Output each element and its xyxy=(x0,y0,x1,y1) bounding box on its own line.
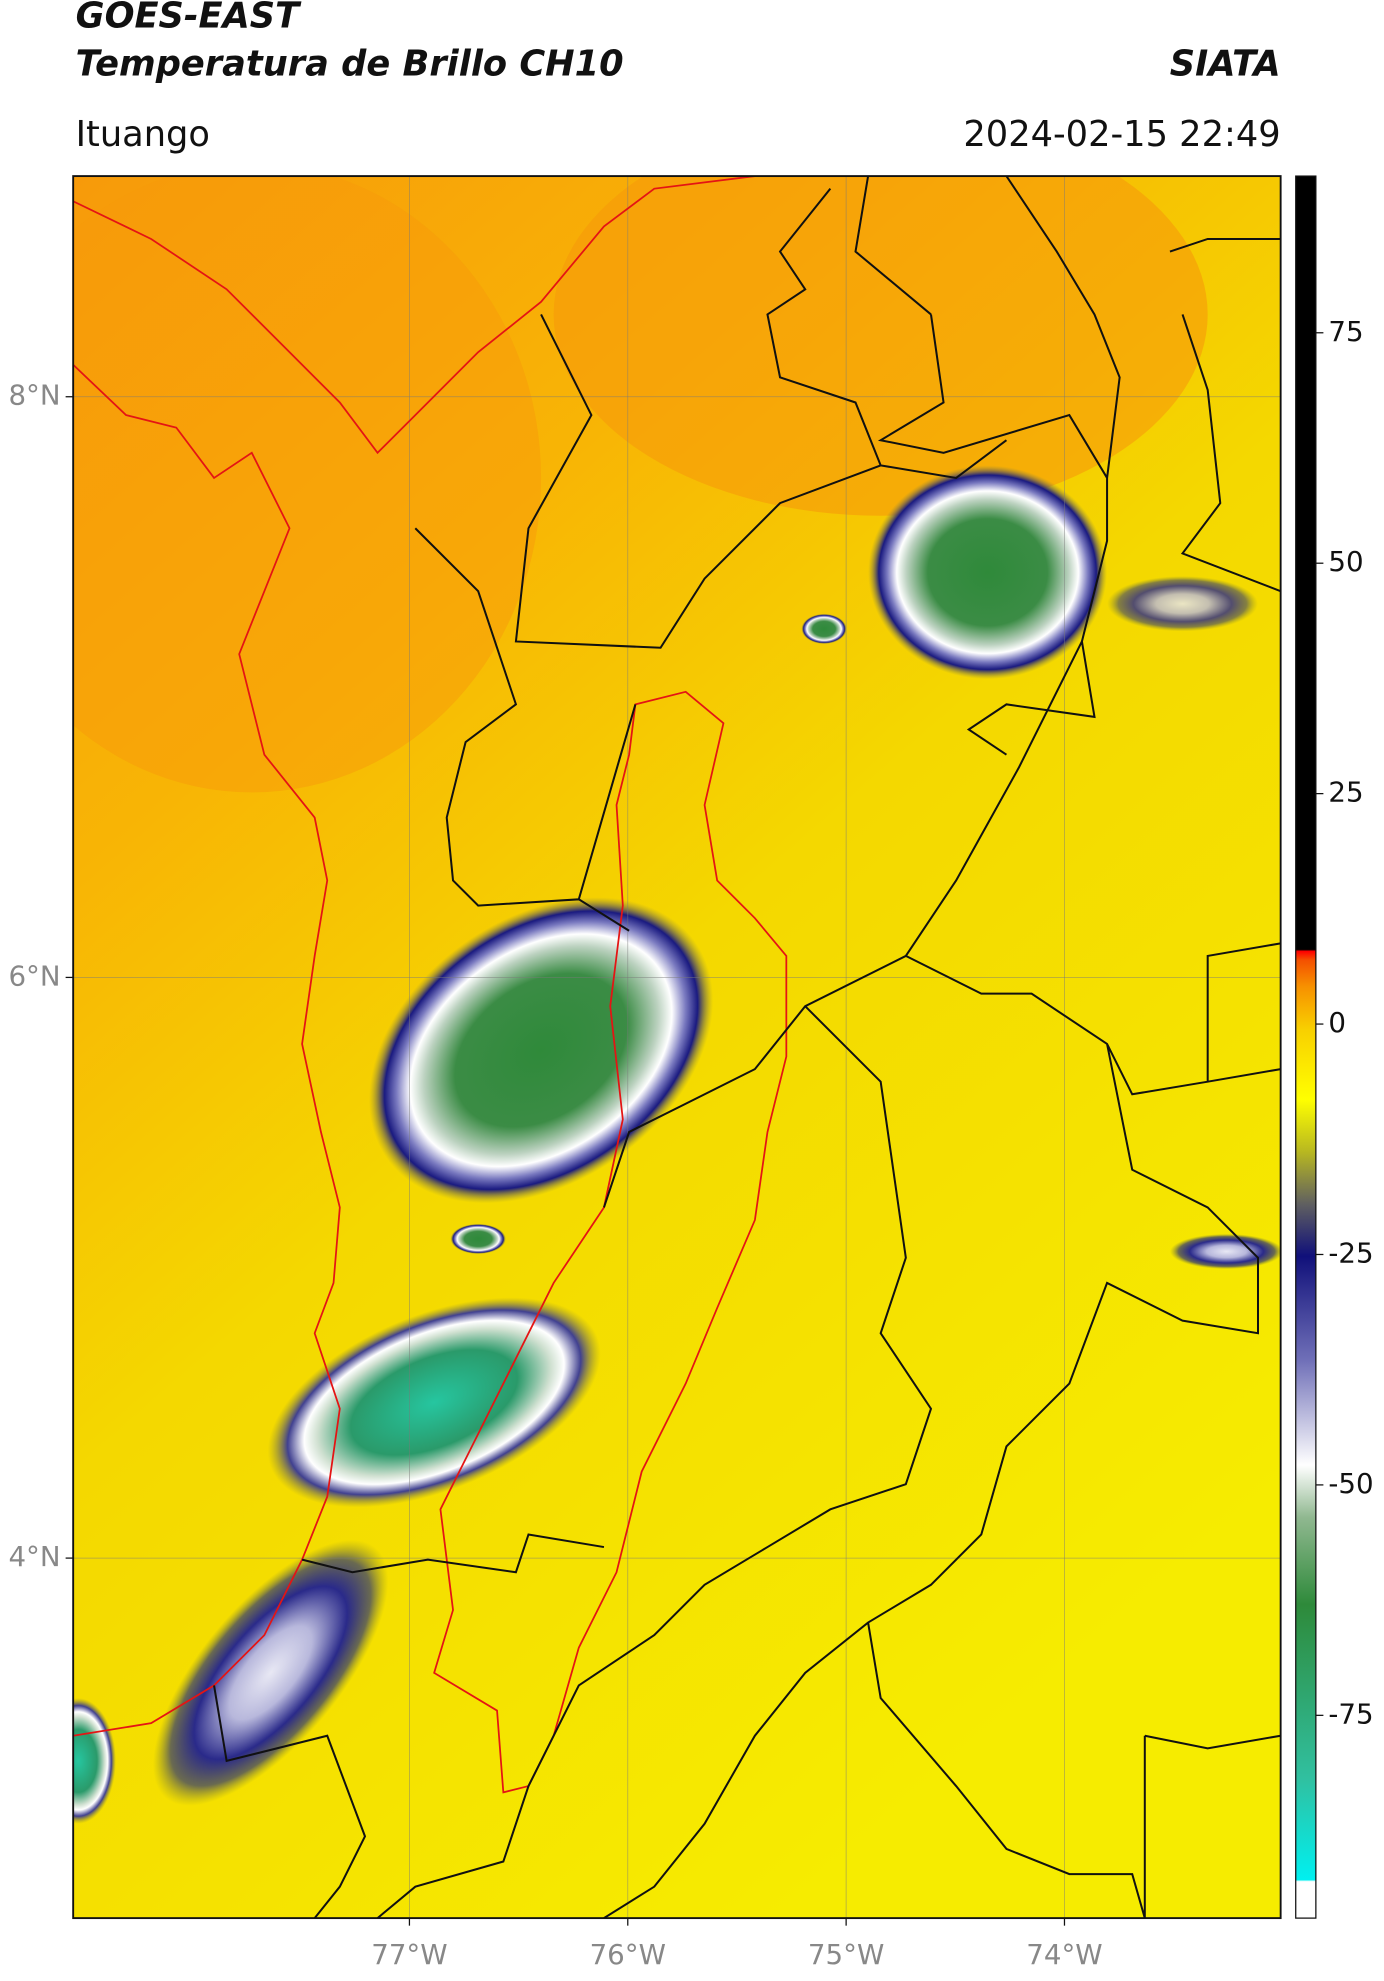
colorbar xyxy=(1295,175,1317,1919)
x-tick-label: 77°W xyxy=(371,1938,447,1971)
x-tick-label: 74°W xyxy=(1026,1938,1102,1971)
cloud xyxy=(801,613,847,644)
cloud xyxy=(1169,1233,1281,1270)
colorbar-tick-label: 25 xyxy=(1328,776,1363,809)
warm-region xyxy=(553,176,1208,516)
y-tick-label: 8°N xyxy=(8,379,60,412)
cloud xyxy=(267,1297,601,1508)
cloud xyxy=(73,1698,116,1824)
source: SIATA xyxy=(1170,43,1281,84)
colorbar-tick-label: 0 xyxy=(1328,1006,1346,1039)
warm-region xyxy=(73,176,541,793)
admin-boundaries xyxy=(213,176,1281,1919)
x-tick-label: 75°W xyxy=(808,1938,884,1971)
cloud xyxy=(368,897,714,1204)
colorbar-tick-label: 50 xyxy=(1328,545,1363,578)
colorbar-tick-label: -75 xyxy=(1328,1697,1373,1730)
coastline xyxy=(73,176,755,1737)
map-area xyxy=(73,176,1281,1919)
subtitle: Temperatura de Brillo CH10 xyxy=(76,43,624,84)
title: GOES-EAST xyxy=(76,0,302,37)
cloud xyxy=(1107,576,1258,632)
cloud xyxy=(868,465,1108,680)
x-tick-label: 76°W xyxy=(590,1938,666,1971)
map-frame xyxy=(72,175,1282,1920)
y-tick-label: 6°N xyxy=(8,959,60,992)
location: Ituango xyxy=(76,114,210,155)
cloud xyxy=(152,1539,389,1806)
colorbar-tick-label: -25 xyxy=(1328,1236,1373,1269)
colorbar-tick-label: 75 xyxy=(1328,315,1363,348)
colorbar-tick-label: -50 xyxy=(1328,1467,1373,1500)
cloud xyxy=(450,1223,506,1255)
datetime: 2024-02-15 22:49 xyxy=(963,114,1280,155)
y-tick-label: 4°N xyxy=(8,1540,60,1573)
